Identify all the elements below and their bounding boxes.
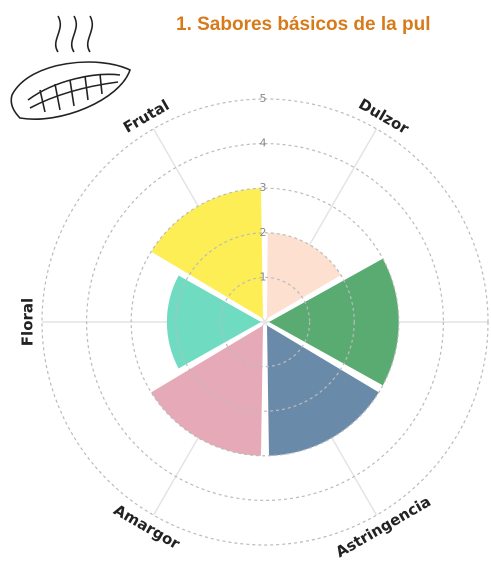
category-label: Astringencia — [333, 492, 434, 561]
chart-title: 1. Sabores básicos de la pul — [176, 14, 431, 35]
grid-circle — [130, 187, 400, 457]
bar — [166, 275, 261, 369]
bar — [269, 258, 399, 386]
bar — [151, 325, 263, 456]
bar — [151, 188, 263, 319]
category-label: Amargor — [111, 501, 184, 553]
grid-circle — [175, 232, 355, 412]
cacao-icon — [10, 15, 131, 120]
category-label: Floral — [19, 298, 37, 346]
r-tick-label: 4 — [260, 137, 267, 150]
grid-circle — [41, 98, 489, 546]
r-tick-label: 5 — [260, 92, 267, 105]
r-tick-label: 1 — [260, 270, 267, 283]
category-label: Frutal — [120, 96, 172, 136]
grid-circle — [86, 143, 444, 501]
category-label: Dulzor — [356, 95, 413, 138]
r-tick-label: 3 — [260, 181, 267, 194]
r-tick-label: 2 — [260, 226, 267, 239]
grid-circle — [219, 276, 311, 368]
bar — [267, 325, 379, 456]
